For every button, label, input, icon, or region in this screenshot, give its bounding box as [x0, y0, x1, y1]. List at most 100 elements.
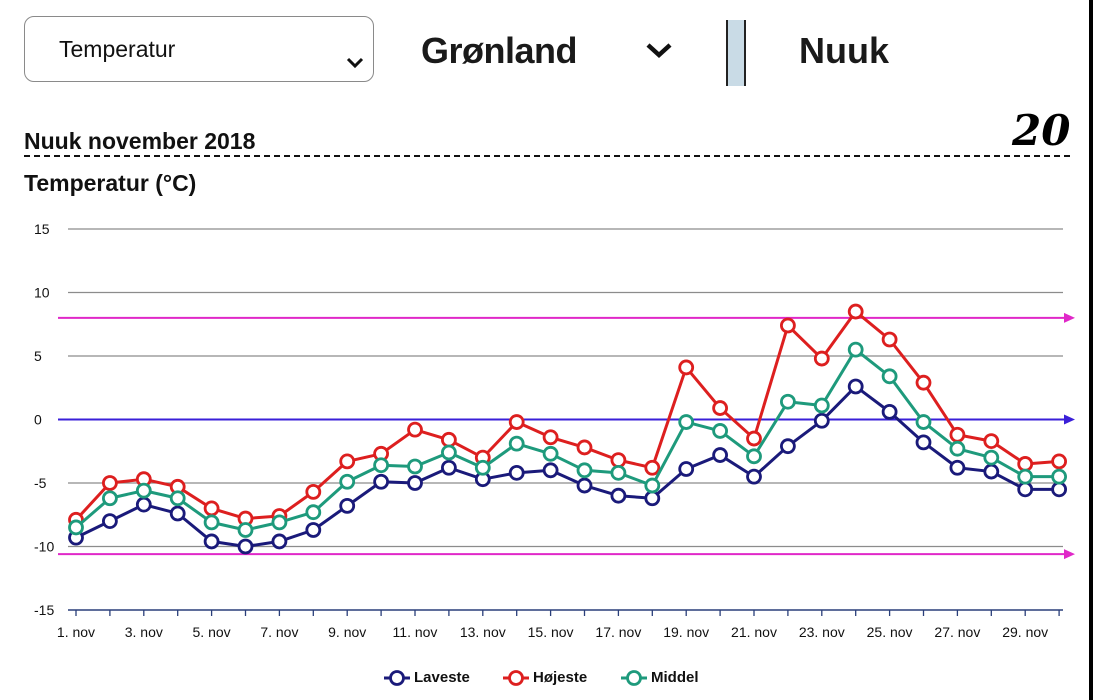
metric-select-value: Temperatur	[59, 36, 176, 62]
data-point-laveste	[102, 513, 118, 529]
legend-label: Højeste	[533, 669, 588, 686]
data-point-middel	[508, 435, 525, 452]
x-tick-label: 23. nov	[799, 624, 845, 640]
data-point-middel	[373, 457, 390, 474]
data-point-laveste	[271, 533, 288, 550]
data-point-højeste	[780, 317, 796, 334]
data-point-højeste	[508, 414, 525, 430]
data-point-middel	[847, 341, 864, 358]
data-point-middel	[678, 414, 695, 430]
metric-select[interactable]: Temperatur	[24, 16, 374, 82]
data-point-middel	[203, 514, 220, 531]
data-point-middel	[610, 464, 627, 481]
data-point-laveste	[1017, 481, 1034, 498]
chevron-down-icon[interactable]	[645, 42, 673, 60]
reference-line-arrow	[1064, 312, 1075, 323]
page-right-border	[1089, 0, 1093, 700]
data-point-højeste	[610, 452, 627, 469]
data-point-højeste	[102, 475, 118, 491]
data-point-middel	[881, 368, 898, 385]
data-point-middel	[407, 458, 423, 475]
y-tick-label: -10	[34, 539, 54, 555]
data-point-laveste	[576, 477, 593, 494]
data-point-middel	[305, 504, 322, 521]
data-point-middel	[712, 423, 728, 439]
data-point-højeste	[847, 303, 864, 320]
x-tick-label: 1. nov	[57, 624, 95, 640]
region-select-value[interactable]: Grønland	[421, 30, 578, 71]
y-tick-label: -5	[34, 475, 47, 491]
data-point-højeste	[1051, 453, 1067, 470]
data-point-højeste	[949, 426, 966, 443]
data-point-middel	[644, 477, 661, 494]
legend-marker	[384, 670, 410, 686]
data-point-laveste	[712, 447, 728, 463]
data-point-middel	[169, 490, 186, 507]
y-axis-title: Temperatur (°C)	[24, 170, 197, 196]
x-tick-label: 3. nov	[125, 624, 163, 640]
data-point-højeste	[576, 439, 593, 456]
data-point-laveste	[610, 487, 627, 504]
x-tick-label: 21. nov	[731, 624, 777, 640]
data-point-middel	[1051, 468, 1067, 485]
selector-divider	[726, 20, 746, 86]
data-point-middel	[949, 440, 966, 457]
data-point-højeste	[881, 331, 898, 348]
legend-label: Middel	[651, 669, 699, 686]
reference-line-arrow	[1064, 414, 1075, 425]
data-point-laveste	[135, 496, 152, 513]
legend-marker	[503, 670, 529, 686]
y-tick-label: 0	[34, 412, 42, 428]
y-tick-label: 15	[34, 221, 50, 237]
data-point-højeste	[746, 430, 762, 447]
data-point-højeste	[542, 429, 559, 446]
data-point-laveste	[644, 490, 661, 507]
series-line-laveste	[75, 384, 1060, 548]
x-tick-label: 11. nov	[393, 624, 438, 640]
data-point-laveste	[508, 464, 525, 481]
data-point-højeste	[203, 500, 220, 517]
data-point-højeste	[712, 400, 728, 416]
data-point-højeste	[678, 359, 695, 376]
data-point-højeste	[339, 453, 356, 470]
data-point-højeste	[305, 483, 322, 500]
data-point-laveste	[915, 434, 932, 451]
x-tick-label: 7. nov	[260, 624, 298, 640]
x-tick-label: 5. nov	[193, 624, 231, 640]
data-point-laveste	[203, 533, 220, 550]
y-tick-label: 10	[34, 285, 50, 301]
data-point-middel	[983, 449, 1000, 466]
x-tick-label: 17. nov	[595, 624, 641, 640]
data-point-laveste	[237, 538, 254, 555]
x-tick-label: 9. nov	[328, 624, 366, 640]
series-line-højeste	[74, 310, 1060, 521]
data-point-laveste	[440, 459, 457, 476]
reference-line-arrow	[1064, 549, 1075, 560]
data-point-middel	[339, 473, 356, 490]
data-point-højeste	[983, 433, 1000, 449]
data-point-laveste	[339, 497, 356, 514]
data-point-middel	[102, 490, 118, 507]
dashed-rule	[24, 155, 1070, 157]
city-name[interactable]: Nuuk	[799, 30, 889, 71]
x-tick-label: 19. nov	[663, 624, 709, 640]
x-tick-label: 29. nov	[1002, 624, 1048, 640]
data-point-laveste	[678, 461, 695, 477]
data-point-middel	[915, 414, 932, 430]
data-point-laveste	[813, 412, 830, 429]
y-tick-label: 5	[34, 348, 42, 364]
data-point-højeste	[813, 350, 830, 367]
chart-title: Nuuk november 2018	[24, 128, 256, 154]
data-point-laveste	[305, 522, 322, 538]
x-tick-label: 13. nov	[460, 624, 506, 640]
x-tick-label: 27. nov	[934, 624, 980, 640]
data-point-middel	[68, 519, 84, 536]
data-point-middel	[440, 444, 457, 461]
data-point-middel	[813, 397, 830, 414]
data-point-laveste	[169, 505, 186, 522]
y-tick-label: -15	[34, 602, 54, 618]
data-point-højeste	[644, 459, 661, 476]
data-point-laveste	[949, 459, 966, 476]
data-point-højeste	[440, 431, 457, 448]
